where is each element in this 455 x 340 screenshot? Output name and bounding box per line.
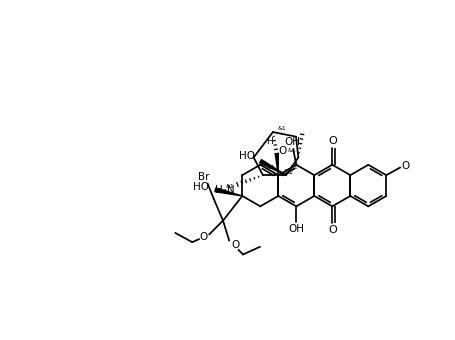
Text: &1: &1 [226, 184, 234, 189]
Text: O: O [199, 232, 207, 242]
Text: HO: HO [193, 182, 209, 192]
Text: &1: &1 [266, 165, 275, 170]
Text: &1: &1 [289, 165, 298, 170]
Polygon shape [215, 188, 243, 196]
Text: H₂N: H₂N [215, 185, 234, 195]
Polygon shape [260, 159, 286, 175]
Text: O: O [279, 146, 287, 156]
Text: &1: &1 [283, 169, 293, 175]
Polygon shape [275, 153, 278, 175]
Text: O: O [231, 240, 239, 250]
Text: O: O [328, 225, 337, 235]
Text: H: H [266, 137, 273, 146]
Text: &1: &1 [288, 148, 297, 153]
Text: OH: OH [288, 224, 304, 234]
Text: Br: Br [198, 172, 210, 182]
Text: OH: OH [284, 137, 300, 148]
Text: O: O [401, 161, 410, 171]
Text: O: O [328, 136, 337, 146]
Text: HO: HO [239, 151, 256, 161]
Text: &1: &1 [278, 126, 287, 131]
